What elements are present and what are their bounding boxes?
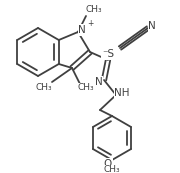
Text: CH₃: CH₃: [36, 84, 52, 93]
Text: N: N: [95, 77, 103, 87]
Text: +: +: [87, 20, 93, 29]
Text: CH₃: CH₃: [86, 6, 102, 15]
Text: CH₃: CH₃: [78, 84, 94, 93]
Text: CH₃: CH₃: [104, 166, 120, 173]
Text: ⁻S: ⁻S: [102, 49, 114, 59]
Text: N: N: [78, 25, 86, 35]
Text: N: N: [148, 21, 156, 31]
Text: O: O: [104, 159, 112, 169]
Text: NH: NH: [114, 88, 130, 98]
